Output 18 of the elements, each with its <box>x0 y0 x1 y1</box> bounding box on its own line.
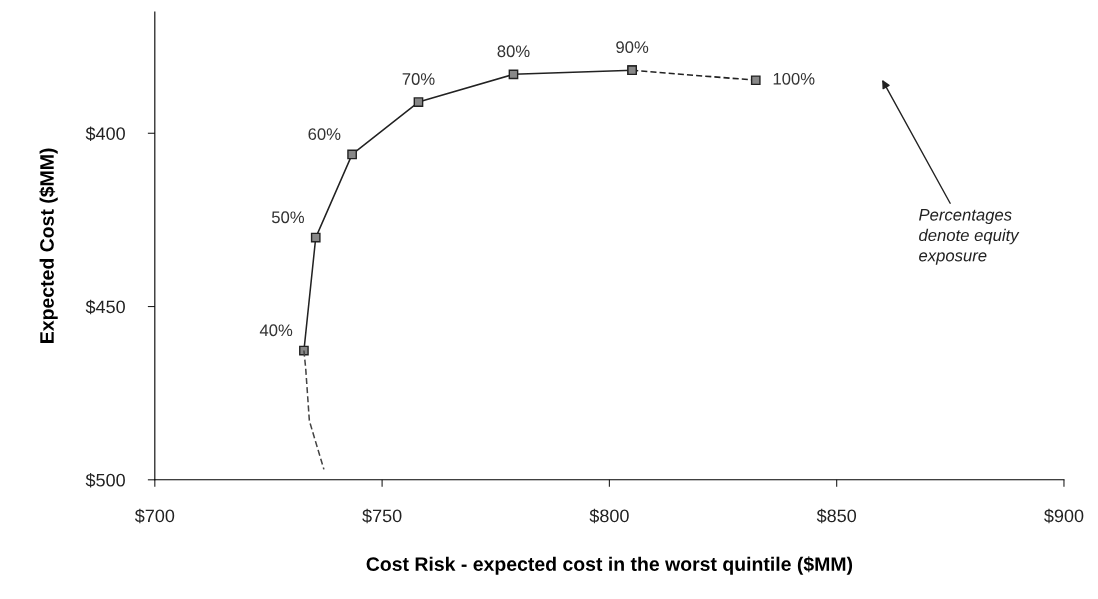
y-axis-title: Expected Cost ($MM) <box>39 148 58 343</box>
x-tick-label: $850 <box>816 508 857 524</box>
annotation: 90% <box>616 41 649 54</box>
x-tick-label: $800 <box>589 508 629 524</box>
x-tick-label: $700 <box>134 508 175 524</box>
annotation: Percentages denote equity exposure <box>919 209 1020 265</box>
y-tick-label: $500 <box>85 472 125 488</box>
x-tick-label: $900 <box>1044 508 1084 524</box>
y-tick-label: $400 <box>85 126 125 142</box>
x-tick-label: $750 <box>362 508 402 524</box>
annotation: 40% <box>259 324 293 337</box>
y-tick-label: $450 <box>85 299 125 315</box>
annotation: 70% <box>402 73 435 85</box>
annotation: 80% <box>497 45 530 58</box>
x-axis-title: Cost Risk - expected cost in the worst quintile ($MM) <box>366 556 853 575</box>
annotation: 50% <box>271 211 305 224</box>
annotation: 60% <box>308 128 341 140</box>
annotation: 100% <box>773 72 815 85</box>
